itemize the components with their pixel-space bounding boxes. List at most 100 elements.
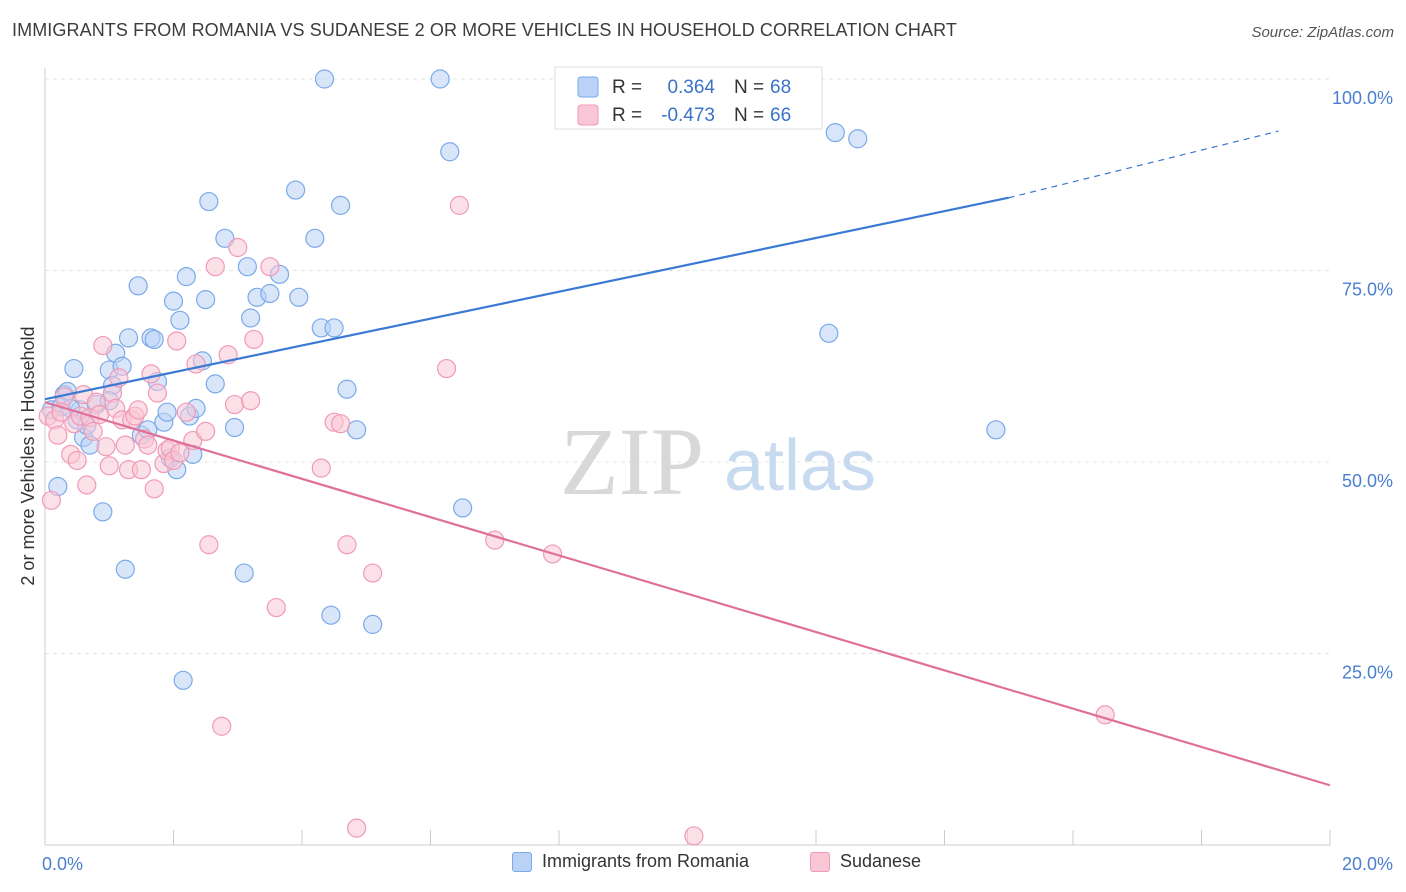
legend-top-swatch-sudanese xyxy=(577,104,599,126)
point-sudanese-25 xyxy=(131,460,151,480)
point-romania-36 xyxy=(196,290,216,310)
point-sudanese-40 xyxy=(196,421,216,441)
point-romania-59 xyxy=(314,69,335,89)
point-romania-57 xyxy=(440,142,460,162)
y-tick-label-3: 25.0% xyxy=(1342,663,1393,683)
point-romania-58 xyxy=(453,498,473,518)
point-romania-42 xyxy=(237,257,257,277)
point-sudanese-53 xyxy=(330,414,351,434)
point-romania-61 xyxy=(819,323,839,343)
point-sudanese-7 xyxy=(67,450,87,471)
y-tick-label-2: 50.0% xyxy=(1342,471,1393,491)
point-sudanese-27 xyxy=(138,435,158,455)
point-sudanese-50 xyxy=(266,597,286,618)
point-romania-27 xyxy=(163,291,184,311)
y-tick-labels: 100.0% 75.0% 50.0% 25.0% xyxy=(1332,88,1393,683)
source-credit: Source: ZipAtlas.com xyxy=(1251,24,1394,41)
point-romania-30 xyxy=(173,670,193,690)
point-sudanese-55 xyxy=(347,818,367,838)
point-romania-45 xyxy=(260,283,280,304)
point-sudanese-42 xyxy=(205,257,225,277)
point-romania-43 xyxy=(241,308,261,328)
point-romania-25 xyxy=(157,402,177,422)
trend-lines xyxy=(44,130,1331,787)
watermark-atlas: atlas xyxy=(724,426,876,506)
point-romania-56 xyxy=(363,614,383,634)
legend-swatch-romania xyxy=(512,851,532,872)
point-romania-63 xyxy=(848,129,868,149)
point-sudanese-49 xyxy=(260,257,280,277)
watermark-zip: ZIP xyxy=(560,408,704,515)
legend-top-n-label-romania: N = xyxy=(734,77,764,98)
point-sudanese-48 xyxy=(244,329,264,350)
watermark: ZIP atlas xyxy=(560,408,876,515)
point-sudanese-28 xyxy=(141,364,161,384)
point-sudanese-10 xyxy=(77,475,97,495)
point-sudanese-45 xyxy=(224,394,245,415)
point-romania-29 xyxy=(170,310,190,330)
point-romania-52 xyxy=(324,318,344,338)
point-romania-37 xyxy=(199,191,219,212)
point-sudanese-30 xyxy=(147,383,168,403)
legend-top-r-label-romania: R = xyxy=(612,77,642,98)
point-sudanese-37 xyxy=(176,402,196,422)
chart-title: IMMIGRANTS FROM ROMANIA VS SUDANESE 2 OR… xyxy=(12,20,957,40)
legend-top-n-label-sudanese: N = xyxy=(734,105,764,126)
y-tick-label-1: 75.0% xyxy=(1342,280,1393,300)
point-sudanese-54 xyxy=(337,535,357,555)
point-sudanese-65 xyxy=(83,421,103,441)
point-romania-38 xyxy=(205,374,225,394)
point-sudanese-16 xyxy=(99,456,119,476)
point-sudanese-35 xyxy=(167,331,187,351)
x-tick-label-max: 20.0% xyxy=(1342,854,1393,874)
point-sudanese-43 xyxy=(212,716,232,736)
legend-top-swatch-romania xyxy=(577,76,599,98)
point-romania-40 xyxy=(224,417,245,438)
series-legend: Immigrants from Romania Sudanese xyxy=(0,851,1406,879)
point-sudanese-29 xyxy=(144,479,164,499)
point-sudanese-14 xyxy=(93,335,113,356)
point-sudanese-39 xyxy=(186,354,206,374)
point-sudanese-1 xyxy=(41,490,62,510)
point-sudanese-15 xyxy=(96,437,116,457)
point-romania-11 xyxy=(93,502,113,522)
point-romania-16 xyxy=(115,559,135,579)
legend-label-romania: Immigrants from Romania xyxy=(542,851,750,871)
point-sudanese-21 xyxy=(115,435,135,455)
point-romania-49 xyxy=(305,228,325,248)
point-sudanese-57 xyxy=(436,358,457,379)
point-sudanese-3 xyxy=(48,425,68,445)
point-sudanese-41 xyxy=(199,535,219,555)
point-romania-4 xyxy=(64,358,84,379)
point-romania-31 xyxy=(176,267,196,287)
legend-item-sudanese: Sudanese xyxy=(810,851,921,872)
legend-label-sudanese: Sudanese xyxy=(840,851,922,871)
point-romania-53 xyxy=(330,195,351,215)
trend-line-romania-extension xyxy=(1008,130,1279,199)
point-romania-60 xyxy=(430,69,450,89)
point-sudanese-47 xyxy=(241,391,261,411)
point-sudanese-51 xyxy=(311,458,331,478)
legend-top-n-value-romania: 68 xyxy=(770,77,791,98)
legend-top-r-value-sudanese: -0.473 xyxy=(661,105,715,126)
point-romania-62 xyxy=(825,123,845,143)
legend-item-romania: Immigrants from Romania xyxy=(512,851,749,872)
point-romania-54 xyxy=(337,379,357,399)
legend-top-n-value-sudanese: 66 xyxy=(770,105,791,126)
point-romania-47 xyxy=(285,180,306,200)
point-sudanese-64 xyxy=(128,400,148,420)
legend-top-r-value-romania: 0.364 xyxy=(667,77,715,98)
legend-swatch-sudanese xyxy=(810,851,830,872)
legend-top-r-label-sudanese: R = xyxy=(612,105,642,126)
point-romania-48 xyxy=(289,287,309,307)
x-tick-labels: 0.0% 20.0% xyxy=(42,854,1393,874)
point-romania-41 xyxy=(234,563,254,583)
point-sudanese-56 xyxy=(363,563,383,583)
correlation-legend: R = 0.364 N = 68 R = -0.473 N = 66 xyxy=(554,66,823,130)
point-sudanese-36 xyxy=(170,443,190,463)
trend-line-romania xyxy=(44,196,1009,401)
point-romania-22 xyxy=(144,329,164,350)
data-points xyxy=(38,69,1115,846)
point-sudanese-46 xyxy=(228,237,248,258)
